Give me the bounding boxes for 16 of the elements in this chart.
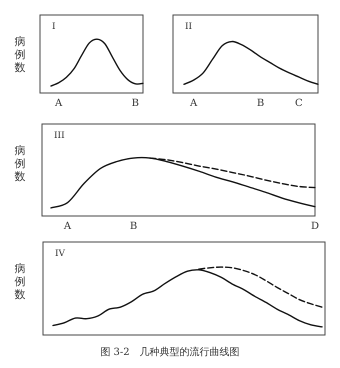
x-tick-label: B — [132, 98, 140, 109]
chart-title: II — [185, 22, 193, 32]
x-tick-label: A — [54, 98, 64, 109]
chart-title: I — [52, 22, 56, 32]
y-axis-title: 病例数 — [14, 35, 26, 74]
y-axis-title: 病例数 — [14, 144, 26, 183]
x-tick-label: B — [256, 98, 264, 109]
caption: 图 3-2 几种典型的流行曲线图 — [100, 346, 240, 358]
x-tick-label: A — [188, 98, 198, 109]
x-tick-label: D — [310, 221, 320, 232]
x-tick-label: B — [130, 221, 138, 232]
chart-title: III — [54, 131, 66, 141]
x-tick-label: C — [295, 98, 304, 109]
y-axis-title: 病例数 — [14, 262, 26, 301]
x-tick-label: A — [62, 221, 72, 232]
chart-title: IV — [55, 249, 66, 259]
